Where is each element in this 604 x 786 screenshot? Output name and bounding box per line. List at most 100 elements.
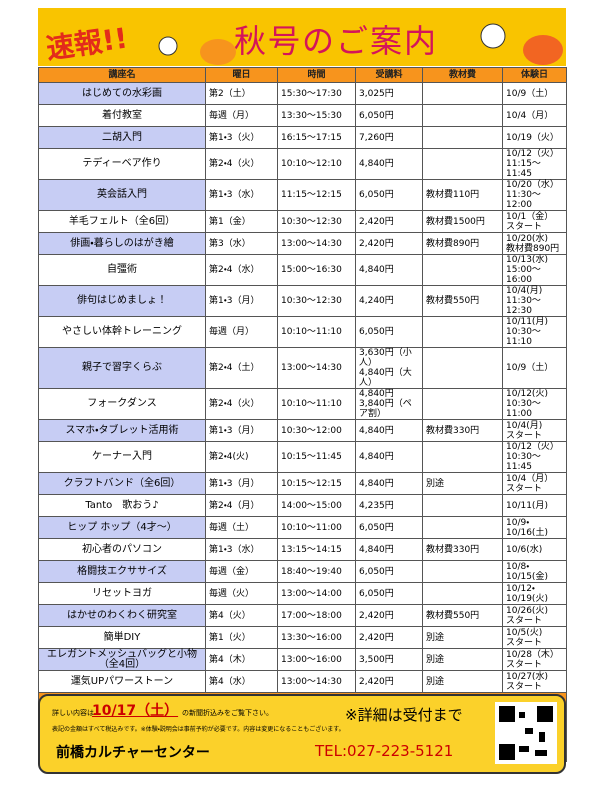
cell-fee: 4,840円 — [355, 419, 423, 442]
cell-material — [422, 148, 503, 180]
cell-name: はかせのわくわく研究室 — [38, 604, 206, 627]
cell-trial: 10/6(水) — [502, 538, 567, 561]
course-row: はじめての水彩画 第2（土） 15:30～17:30 3,025円 10/9（土） — [38, 82, 567, 105]
cell-material — [422, 582, 503, 605]
header-row: 講座名 曜日 時間 受講料 教材費 体験日 — [38, 67, 567, 83]
material: 教材費550円 — [426, 610, 480, 621]
cell-time: 13:00～14:30 — [277, 347, 356, 389]
cell-time: 16:15～17:15 — [277, 126, 356, 149]
time: 10:10～11:10 — [281, 327, 342, 337]
cell-day: 第4（水） — [205, 670, 278, 693]
material: 別途 — [426, 632, 445, 643]
cell-day: 第2・4（月） — [205, 494, 278, 517]
column-header: 時間 — [277, 67, 356, 83]
tel: TEL:027-223-5121 — [315, 742, 454, 760]
fee: 3,500円 — [359, 654, 394, 665]
fee: 3,630円（小人） 4,840円（大人） — [359, 348, 412, 388]
day: 第1・3（火） — [209, 132, 260, 143]
trial: 10/9（土） — [506, 88, 554, 99]
course-row: ケーナー入門 第2・4(火) 10:15～11:45 4,840円 10/12（火） 1… — [38, 441, 567, 473]
cell-material: 別途 — [422, 648, 503, 671]
time: 10:30～12:30 — [281, 216, 342, 227]
course-row: ヒップ ホップ（4才～） 毎週（土） 10:10～11:00 6,050円 10/9・1… — [38, 516, 567, 539]
trial: 10/13(水) 15:00～16:00 — [506, 255, 548, 285]
column-header: 講座名 — [38, 67, 206, 83]
cell-trial: 10/4（月） — [502, 104, 567, 127]
cell-name: 自彊術 — [38, 254, 206, 286]
date: 10/17（土） — [92, 703, 179, 719]
cell-name: リセットヨガ — [38, 582, 206, 605]
material: 教材費330円 — [426, 544, 480, 555]
fee: 4,235円 — [359, 500, 394, 511]
course-row: クラフトバンド（全6回） 第1・3（月） 10:15～12:15 4,840円 別途 10… — [38, 472, 567, 495]
cell-fee: 3,500円 — [355, 648, 423, 671]
cell-time: 15:30～17:30 — [277, 82, 356, 105]
decor — [158, 23, 563, 65]
cell-trial: 10/20（水） 11:30～12:00 — [502, 179, 567, 211]
cell-time: 14:00～15:00 — [277, 494, 356, 517]
day: 毎週（月） — [209, 110, 255, 121]
cell-name: 英会話入門 — [38, 179, 206, 211]
cell-name: 初心者のパソコン — [38, 538, 206, 561]
cell-fee: 2,420円 — [355, 210, 423, 233]
cell-material — [422, 104, 503, 127]
cell-fee: 2,420円 — [355, 670, 423, 693]
column-header: 曜日 — [205, 67, 278, 83]
cell-time: 10:30～12:30 — [277, 210, 356, 233]
fee: 3,025円 — [359, 88, 394, 99]
cell-material — [422, 82, 503, 105]
material: 別途 — [426, 478, 445, 489]
cell-material: 別途 — [422, 670, 503, 693]
cell-name: ヒップ ホップ（4才～） — [38, 516, 206, 539]
cell-time: 10:30～12:30 — [277, 285, 356, 317]
cell-day: 第2・4（土） — [205, 347, 278, 389]
cell-day: 毎週（月） — [205, 104, 278, 127]
fee: 6,050円 — [359, 110, 394, 121]
cell-fee: 4,840円 — [355, 441, 423, 473]
cell-time: 18:40～19:40 — [277, 560, 356, 583]
name: Tanto 歌おう♪ — [85, 499, 159, 511]
name: 簡単DIY — [103, 631, 141, 643]
cell-time: 15:00～16:30 — [277, 254, 356, 286]
cell-day: 第1・3（水） — [205, 179, 278, 211]
cell-name: やさしい体幹トレーニング — [38, 316, 206, 348]
cell-day: 第2・4（火） — [205, 148, 278, 180]
trial: 10/12（火） 11:15～11:45 — [506, 149, 559, 179]
cell-trial: 10/9（土） — [502, 82, 567, 105]
fee: 6,050円 — [359, 522, 394, 533]
material: 別途 — [426, 676, 445, 687]
day: 第2・4(火) — [209, 452, 249, 462]
trial: 10/9・10/16(土) — [506, 517, 548, 538]
cell-material — [422, 316, 503, 348]
name: 俳画・暮らしのはがき繪 — [70, 237, 174, 249]
trial: 10/11(月) — [506, 500, 548, 511]
cell-material: 別途 — [422, 472, 503, 495]
cell-trial: 10/9（土） — [502, 347, 567, 389]
cell-material: 教材費1500円 — [422, 210, 503, 233]
cell-day: 第4（火） — [205, 604, 278, 627]
trial: 10/1（金） スタート — [506, 211, 554, 232]
trial: 10/4（月） — [506, 110, 554, 121]
cell-trial: 10/28（木） スタート — [502, 648, 567, 671]
time: 13:15～14:15 — [281, 544, 342, 555]
cell-name: 着付教室 — [38, 104, 206, 127]
cell-name: はじめての水彩画 — [38, 82, 206, 105]
cell-fee: 6,050円 — [355, 582, 423, 605]
trial: 10/20(水) 教材費890円 — [506, 233, 560, 254]
fee: 2,420円 — [359, 216, 394, 227]
day: 第4（木） — [209, 654, 251, 665]
name: ケーナー入門 — [92, 451, 152, 462]
time: 11:15～12:15 — [281, 190, 342, 200]
cell-material — [422, 347, 503, 389]
cell-day: 第1・3（月） — [205, 472, 278, 495]
day: 第3（水） — [209, 238, 251, 249]
cell-name: 羊毛フェルト（全6回） — [38, 210, 206, 233]
cell-day: 毎週（金） — [205, 560, 278, 583]
cell-fee: 2,420円 — [355, 626, 423, 649]
cell-fee: 3,630円（小人） 4,840円（大人） — [355, 347, 423, 389]
day: 第2・4（火） — [209, 159, 260, 169]
cell-day: 第4（木） — [205, 648, 278, 671]
fee: 4,840円 3,840円（ペア割） — [359, 389, 412, 419]
trial: 10/4（月） スタート — [506, 473, 554, 494]
cell-name: クラフトバンド（全6回） — [38, 472, 206, 495]
